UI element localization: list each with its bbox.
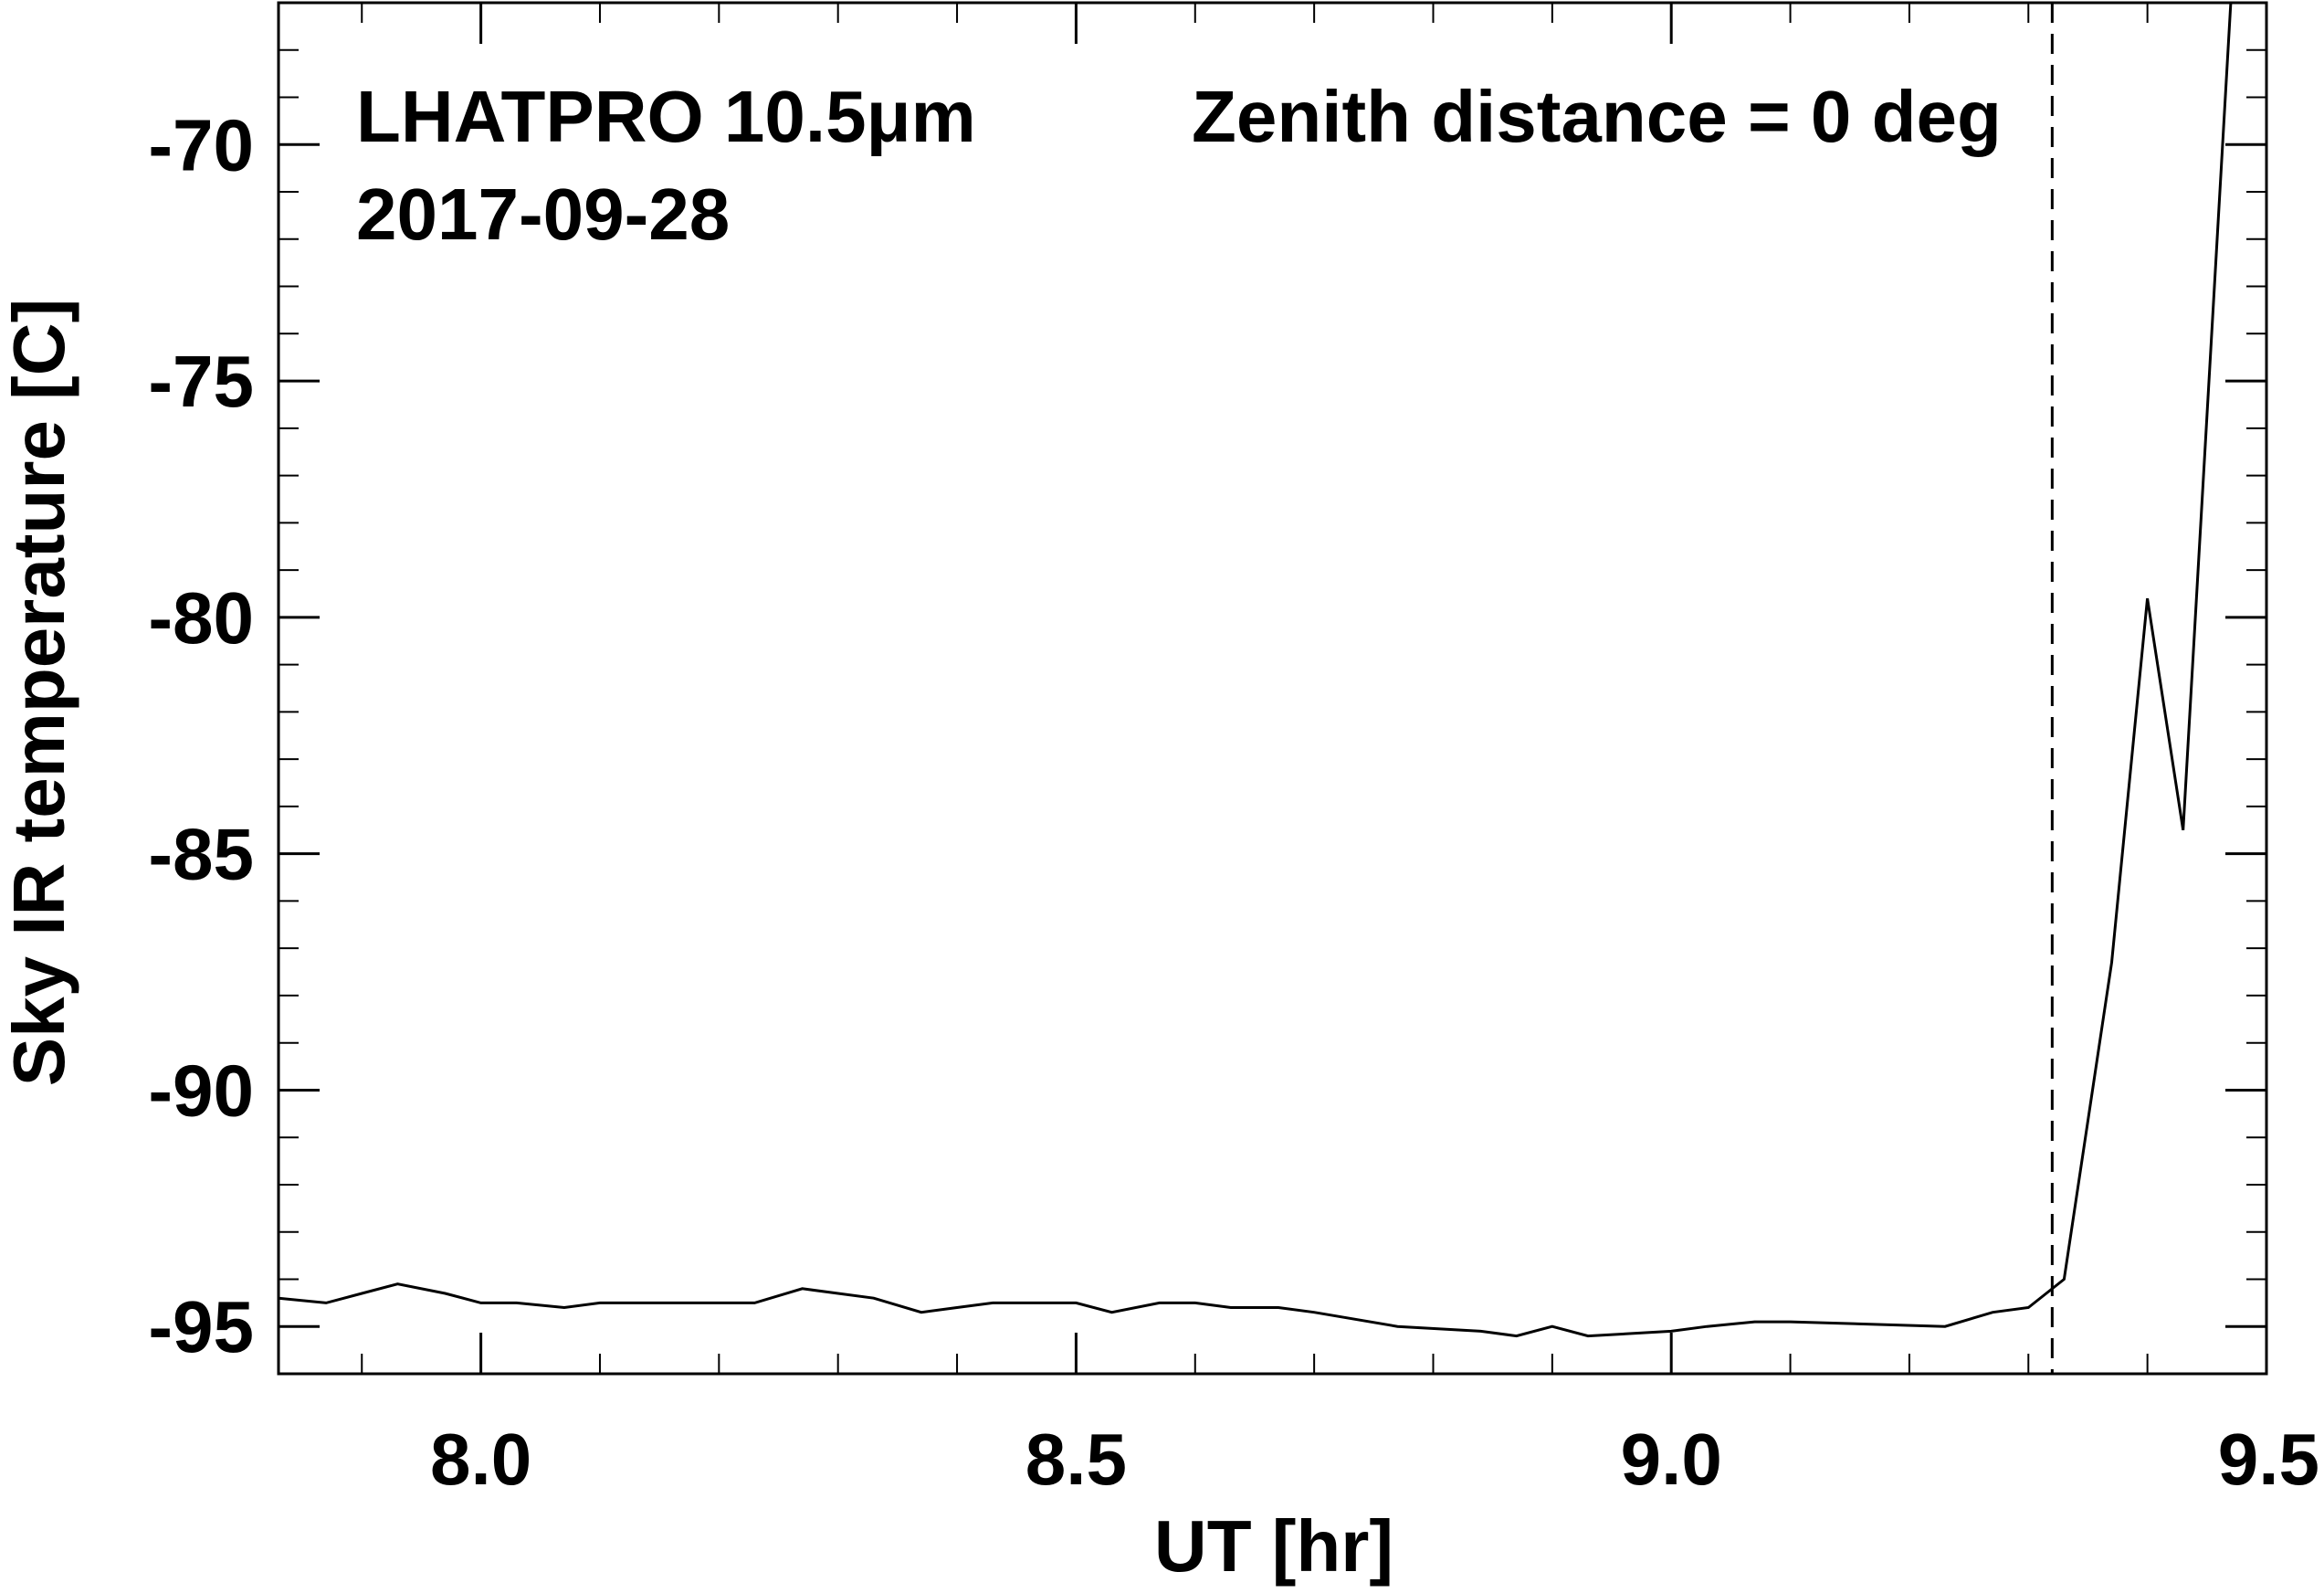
x-tick-label: 9.0 [1621, 1419, 1722, 1500]
x-tick-labels: 8.0 8.5 9.0 9.5 [430, 1419, 2319, 1500]
temperature-series-line [278, 1, 2266, 1338]
y-axis-title: Sky IR temperature [C] [0, 299, 79, 1086]
annotation-zenith: Zenith distance = 0 deg [1192, 76, 2002, 157]
x-tick-label: 9.5 [2218, 1419, 2319, 1500]
y-tick-label: -80 [148, 577, 254, 659]
plot-frame [277, 1, 2268, 1376]
y-tick-label: -95 [148, 1286, 254, 1367]
y-tick-label: -75 [148, 341, 254, 422]
x-axis-title: UT [hr] [1154, 1505, 1393, 1587]
y-tick-label: -70 [148, 104, 254, 185]
annotation-instrument: LHATPRO 10.5μm [356, 76, 976, 157]
y-tick-label: -85 [148, 814, 254, 895]
x-tick-label: 8.0 [430, 1419, 531, 1500]
y-tick-labels: -95 -90 -85 -80 -75 -70 [148, 104, 254, 1367]
x-tick-label: 8.5 [1025, 1419, 1127, 1500]
y-tick-label: -90 [148, 1050, 254, 1131]
annotation-date: 2017-09-28 [356, 174, 730, 255]
